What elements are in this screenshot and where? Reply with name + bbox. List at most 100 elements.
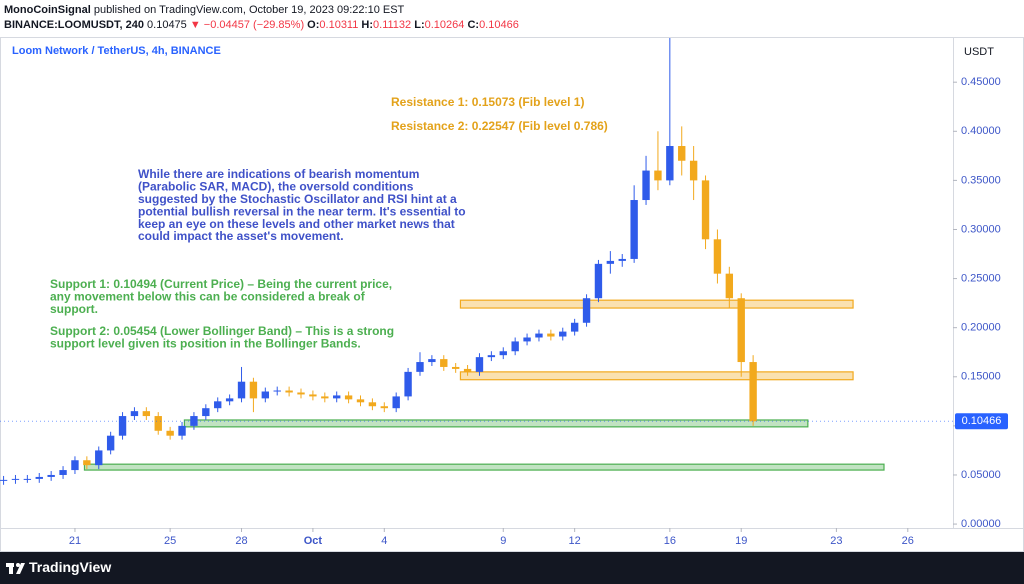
- candle-body: [511, 341, 519, 352]
- last-price-label: 0.10466: [962, 415, 1002, 427]
- symbol: BINANCE:LOOMUSDT, 240: [4, 19, 144, 31]
- x-tick-label: 4: [381, 535, 387, 547]
- annotation-text: suggested by the Stochastic Oscillator a…: [138, 192, 457, 206]
- annotation-text: Resistance 1: 0.15073 (Fib level 1): [391, 95, 584, 109]
- candle-body: [106, 435, 115, 451]
- candle-body: [130, 411, 139, 417]
- y-tick-label: 0.20000: [961, 322, 1001, 334]
- candle-body: [582, 298, 591, 323]
- candle-body: [83, 460, 91, 466]
- level-zone: [83, 463, 885, 471]
- candle-body: [321, 396, 329, 399]
- candle-body: [309, 394, 317, 397]
- y-tick-label: 0.25000: [961, 272, 1001, 284]
- l-value: 0.10264: [425, 19, 465, 31]
- brand: TradingView: [29, 559, 111, 575]
- candle-body: [237, 381, 246, 399]
- candle-body: [428, 359, 436, 363]
- candle-body: [487, 355, 496, 358]
- candle-body: [713, 239, 722, 274]
- annotation-text: Support 2: 0.05454 (Lower Bollinger Band…: [50, 324, 394, 338]
- candle-body: [594, 263, 603, 299]
- candle-body: [404, 371, 412, 397]
- footer-bar: [0, 552, 1024, 584]
- logo-part: [16, 563, 20, 567]
- candle-body: [535, 333, 543, 338]
- candle-body: [499, 351, 507, 356]
- candle-body: [523, 337, 531, 342]
- candle-body: [368, 402, 377, 407]
- candle-body: [380, 406, 388, 409]
- candle-body: [606, 260, 615, 264]
- candle-body: [463, 368, 472, 372]
- o-value: 0.10311: [319, 19, 358, 31]
- candle-body: [71, 460, 79, 471]
- candle-body: [356, 399, 365, 403]
- header-line-2: BINANCE:LOOMUSDT, 240 0.10475 ▼ −0.04457…: [4, 19, 519, 31]
- candle-body: [570, 322, 579, 332]
- candle-body: [689, 160, 698, 181]
- annotation-text: (Parabolic SAR, MACD), the oversold cond…: [138, 180, 414, 194]
- candle-body: [95, 450, 103, 466]
- candle-body: [678, 146, 686, 161]
- chart-title: Loom Network / TetherUS, 4h, BINANCE: [12, 45, 221, 57]
- brand-logo: [6, 563, 25, 574]
- x-tick-label: 9: [500, 535, 506, 547]
- candle-body: [725, 273, 734, 299]
- candle-body: [749, 362, 757, 422]
- candle-body: [11, 478, 20, 480]
- x-tick-label: 21: [69, 535, 81, 547]
- published: published on TradingView.com, October 19…: [94, 4, 405, 16]
- candle-body: [440, 359, 448, 367]
- last-price-box: [955, 413, 1008, 430]
- candle-body: [225, 398, 234, 402]
- candle-body: [273, 390, 281, 392]
- level-zone: [183, 419, 809, 428]
- y-tick-label: 0.30000: [961, 223, 1001, 235]
- x-tick-label: 12: [569, 535, 581, 547]
- y-axis-label: USDT: [964, 46, 994, 58]
- x-tick-label: 16: [664, 535, 676, 547]
- candle-body: [547, 333, 555, 337]
- x-tick-label: 26: [902, 535, 914, 547]
- y-tick-label: 0.45000: [961, 76, 1001, 88]
- y-tick-label: 0.40000: [961, 125, 1001, 137]
- price: 0.10475: [147, 19, 187, 31]
- candle-body: [202, 408, 210, 417]
- candle-body: [559, 331, 567, 337]
- candle-body: [214, 401, 222, 409]
- candle-body: [190, 416, 198, 426]
- candle-body: [451, 366, 460, 369]
- candle-body: [630, 200, 638, 259]
- candle-body: [59, 470, 67, 475]
- annotation-text: could impact the asset's movement.: [138, 229, 344, 243]
- y-tick-label: 0.00000: [961, 518, 1001, 530]
- change: ▼ −0.04457 (−29.85%): [190, 19, 304, 31]
- annotation-text: keep an eye on these levels and other ma…: [138, 217, 455, 231]
- candle-body: [35, 476, 43, 479]
- candle-body: [416, 362, 424, 372]
- annotation-text: potential bullish reversal in the near t…: [138, 204, 466, 218]
- candle-body: [475, 357, 484, 372]
- level-zone: [459, 299, 854, 309]
- candle-body: [142, 411, 151, 417]
- x-tick-label: 28: [235, 535, 247, 547]
- l-label: L:: [414, 19, 424, 31]
- x-tick-label: 19: [735, 535, 747, 547]
- candle-body: [618, 258, 626, 261]
- candle-body: [666, 146, 674, 181]
- level-zone: [459, 371, 854, 381]
- c-value: 0.10466: [479, 19, 519, 31]
- candle-body: [333, 395, 341, 399]
- annotation-text: While there are indications of bearish m…: [138, 167, 419, 181]
- header-line-1: MonoCoinSignal published on TradingView.…: [4, 4, 405, 16]
- candle-body: [47, 474, 55, 477]
- y-tick-label: 0.15000: [961, 371, 1001, 383]
- y-tick-label: 0.35000: [961, 174, 1001, 186]
- candle-body: [249, 381, 258, 399]
- candle-body: [261, 391, 270, 399]
- candle-body: [701, 180, 710, 240]
